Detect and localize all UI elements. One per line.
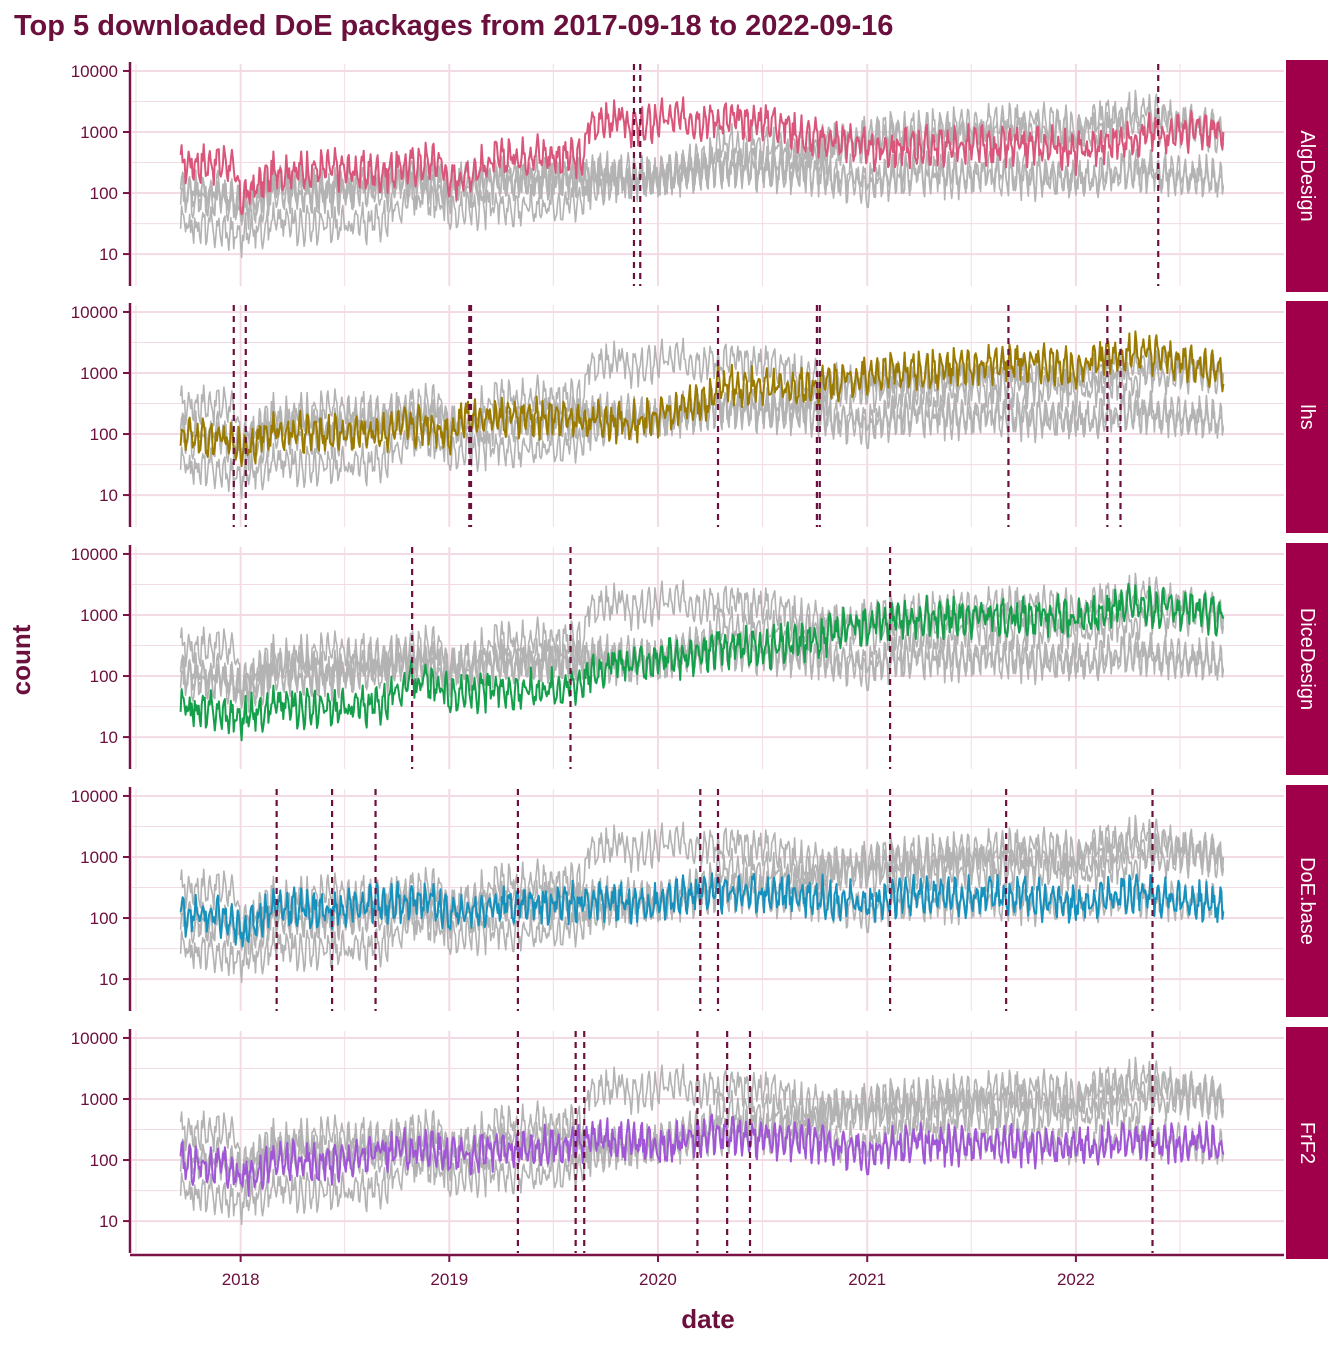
panel-DiceDesign: 10 100 1000 10000 DiceDesign (71, 543, 1328, 775)
x-axis-title: date (681, 1304, 734, 1334)
y-tick-label: 100 (90, 184, 118, 203)
strip-lhs (1286, 301, 1328, 533)
y-tick-label: 10000 (71, 545, 118, 564)
y-tick-label: 1000 (80, 1090, 118, 1109)
x-tick-label: 2022 (1057, 1270, 1095, 1289)
strip-DoE.base (1286, 785, 1328, 1017)
y-tick-label: 10 (99, 245, 118, 264)
y-tick-label: 1000 (80, 848, 118, 867)
y-tick-label: 1000 (80, 606, 118, 625)
background-series-FrF2 (179, 146, 1225, 230)
panel-lhs: 10 100 1000 10000 lhs (71, 301, 1328, 533)
panel-FrF2: 10 100 1000 10000 FrF2 (71, 1027, 1328, 1259)
strip-label: lhs (1296, 404, 1318, 430)
strip-label: FrF2 (1296, 1122, 1318, 1164)
y-tick-label: 1000 (80, 364, 118, 383)
y-tick-label: 10000 (71, 787, 118, 806)
chart-title: Top 5 downloaded DoE packages from 2017-… (14, 10, 894, 42)
y-tick-label: 10000 (71, 62, 118, 81)
strip-label: AlgDesign (1296, 130, 1318, 221)
y-tick-label: 10000 (71, 1029, 118, 1048)
y-tick-label: 1000 (80, 123, 118, 142)
strip-label: DiceDesign (1296, 608, 1318, 710)
series-line-FrF2 (179, 1113, 1225, 1197)
strip-DiceDesign (1286, 543, 1328, 775)
panel-AlgDesign: 10 100 1000 10000 AlgDesign (71, 60, 1328, 292)
y-tick-label: 10 (99, 486, 118, 505)
y-tick-label: 10 (99, 970, 118, 989)
strip-AlgDesign (1286, 60, 1328, 292)
y-tick-label: 100 (90, 425, 118, 444)
y-tick-label: 10000 (71, 303, 118, 322)
series-line-lhs (179, 330, 1225, 468)
series-line-AlgDesign (179, 96, 1225, 216)
y-axis-title: count (6, 624, 36, 695)
y-tick-label: 100 (90, 909, 118, 928)
series-line-DoE.base (179, 872, 1225, 948)
x-tick-label: 2019 (430, 1270, 468, 1289)
strip-FrF2 (1286, 1027, 1328, 1259)
x-tick-label: 2021 (848, 1270, 886, 1289)
panel-DoE.base: 10 100 1000 10000 DoE.base (71, 785, 1328, 1017)
y-tick-label: 10 (99, 728, 118, 747)
series-line-DiceDesign (179, 582, 1225, 742)
x-tick-label: 2018 (222, 1270, 260, 1289)
y-tick-label: 100 (90, 1151, 118, 1170)
y-tick-label: 10 (99, 1212, 118, 1231)
y-tick-label: 100 (90, 667, 118, 686)
strip-label: DoE.base (1296, 857, 1318, 945)
x-tick-label: 2020 (639, 1270, 677, 1289)
